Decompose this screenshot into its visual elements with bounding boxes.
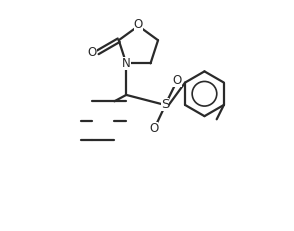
- Text: S: S: [161, 98, 169, 111]
- Text: O: O: [172, 74, 182, 87]
- Text: O: O: [149, 122, 158, 135]
- Text: O: O: [134, 18, 143, 31]
- Text: O: O: [88, 46, 97, 59]
- Text: N: N: [122, 57, 131, 70]
